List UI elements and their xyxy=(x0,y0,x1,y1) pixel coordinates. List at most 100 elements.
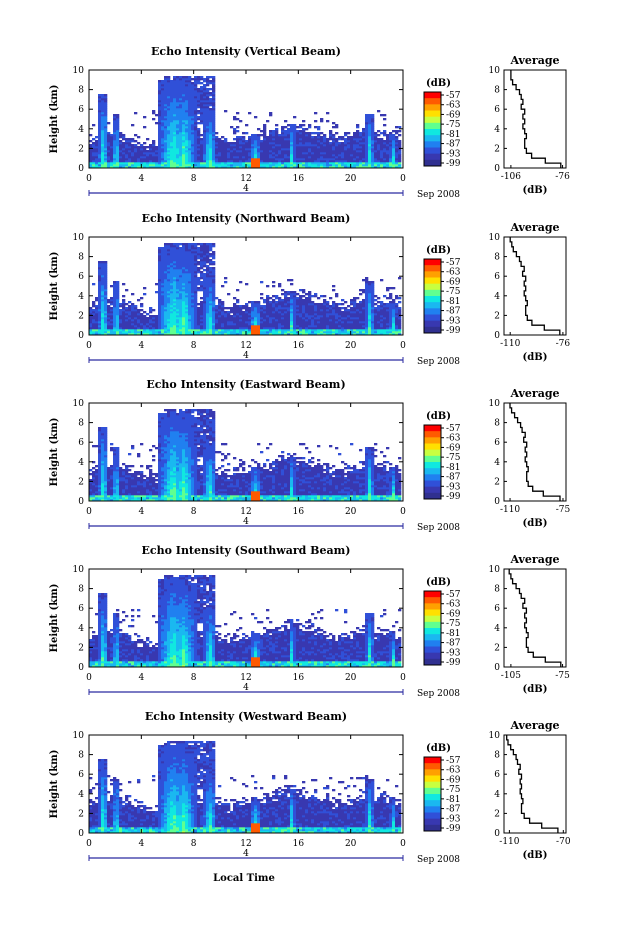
echo-cell xyxy=(110,142,114,145)
echo-cell xyxy=(359,293,363,296)
echo-cell xyxy=(227,154,231,157)
echo-cell xyxy=(341,321,345,324)
echo-cell xyxy=(392,309,396,312)
echo-cell xyxy=(107,311,111,314)
echo-cell xyxy=(269,311,273,314)
echo-cell xyxy=(311,142,315,145)
echo-cell xyxy=(110,313,114,316)
echo-cell xyxy=(170,90,174,93)
echo-cell xyxy=(371,293,375,296)
echo-cell xyxy=(179,301,183,304)
echo-cell xyxy=(209,88,213,91)
echo-cell xyxy=(158,114,162,117)
echo-cell xyxy=(194,120,198,123)
echo-cell xyxy=(206,329,210,332)
echo-cell xyxy=(98,303,102,306)
echo-cell xyxy=(380,156,384,159)
echo-cell xyxy=(170,307,174,310)
echo-cell xyxy=(239,138,243,141)
echo-cell xyxy=(215,132,219,135)
echo-cell xyxy=(296,311,300,314)
echo-cell xyxy=(398,156,402,159)
echo-cell xyxy=(191,142,195,145)
echo-cell xyxy=(116,283,120,286)
echo-cell xyxy=(146,321,150,324)
echo-cell xyxy=(122,136,126,139)
echo-cell xyxy=(185,106,189,109)
y-tick-label: 6 xyxy=(78,272,84,282)
echo-cell xyxy=(179,154,183,157)
echo-cell xyxy=(98,132,102,135)
echo-cell xyxy=(290,315,294,318)
echo-cell xyxy=(194,267,198,270)
echo-cell xyxy=(164,301,168,304)
echo-cell xyxy=(239,166,243,168)
echo-cell xyxy=(392,333,396,335)
echo-cell xyxy=(167,160,171,163)
echo-cell xyxy=(365,162,369,165)
echo-cell xyxy=(182,146,186,149)
echo-cell xyxy=(386,297,390,300)
echo-cell xyxy=(182,247,186,250)
echo-cell xyxy=(359,313,363,316)
echo-cell xyxy=(302,315,306,318)
echo-cell xyxy=(290,279,294,282)
echo-cell xyxy=(299,329,303,332)
echo-cell xyxy=(173,76,177,79)
echo-cell xyxy=(95,160,99,163)
echo-cell xyxy=(170,291,174,294)
echo-cell xyxy=(95,150,99,153)
echo-cell xyxy=(284,142,288,145)
echo-cell xyxy=(359,146,363,149)
echo-cell xyxy=(275,323,279,326)
echo-cell xyxy=(197,104,201,107)
echo-cell xyxy=(191,309,195,312)
echo-cell xyxy=(95,166,99,168)
echo-cell xyxy=(158,144,162,147)
echo-cell xyxy=(164,128,168,131)
echo-cell xyxy=(371,305,375,308)
echo-cell xyxy=(356,142,360,145)
echo-cell xyxy=(167,287,171,290)
echo-cell xyxy=(194,281,198,284)
echo-cell xyxy=(338,136,342,139)
echo-cell xyxy=(98,164,102,167)
echo-cell xyxy=(104,110,108,113)
echo-cell xyxy=(302,160,306,163)
echo-cell xyxy=(395,144,399,147)
echo-cell xyxy=(335,160,339,163)
echo-cell xyxy=(281,323,285,326)
echo-cell xyxy=(389,329,393,332)
echo-cell xyxy=(266,120,270,123)
echo-cell xyxy=(185,104,189,107)
echo-cell xyxy=(164,331,168,334)
echo-cell xyxy=(110,134,114,137)
echo-cell xyxy=(98,138,102,141)
echo-cell xyxy=(341,319,345,322)
echo-cell xyxy=(176,311,180,314)
echo-cell xyxy=(386,154,390,157)
echo-cell xyxy=(188,331,192,334)
echo-cell xyxy=(134,309,138,312)
echo-cell xyxy=(371,156,375,159)
echo-cell xyxy=(197,94,201,97)
x-tick-label: 8 xyxy=(191,341,197,351)
echo-cell xyxy=(182,84,186,87)
echo-cell xyxy=(335,333,339,335)
echo-cell xyxy=(134,156,138,159)
echo-cell xyxy=(104,144,108,147)
echo-cell xyxy=(140,144,144,147)
echo-cell xyxy=(251,146,255,149)
echo-cell xyxy=(281,319,285,322)
echo-cell xyxy=(206,118,210,121)
echo-cell xyxy=(137,160,141,163)
echo-cell xyxy=(179,130,183,133)
echo-cell xyxy=(248,140,252,143)
echo-cell xyxy=(101,150,105,153)
echo-cell xyxy=(164,166,168,168)
echo-cell xyxy=(185,156,189,159)
echo-cell xyxy=(230,315,234,318)
echo-cell xyxy=(227,313,231,316)
echo-cell xyxy=(197,92,201,95)
echo-cell xyxy=(251,154,255,157)
